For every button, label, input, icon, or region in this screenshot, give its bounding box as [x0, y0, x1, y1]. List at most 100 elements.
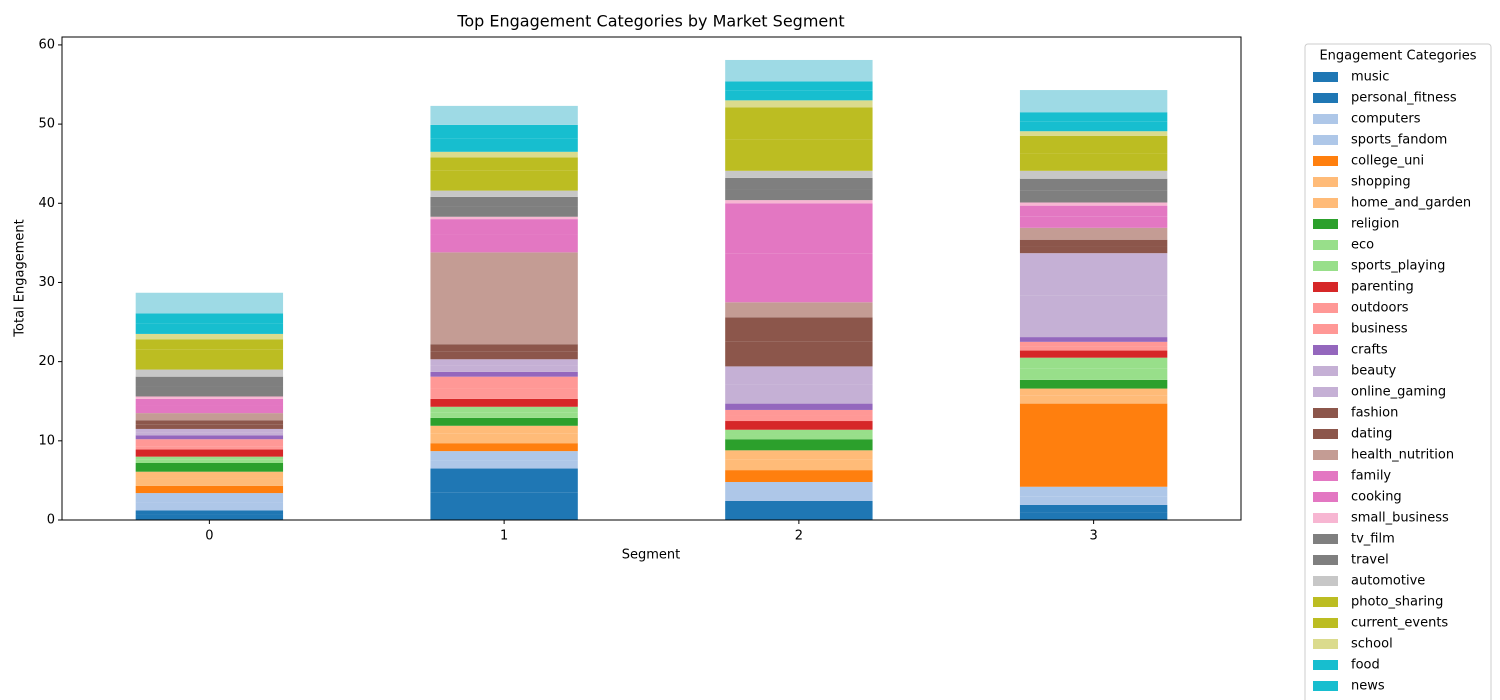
legend-swatch: [1313, 156, 1338, 166]
legend-swatch: [1313, 261, 1338, 271]
legend-label: news: [1351, 679, 1385, 694]
bar-segment: [1019, 131, 1168, 136]
bar-segment: [430, 371, 578, 377]
bar-segment: [1019, 295, 1168, 338]
bar-segment: [135, 413, 284, 421]
bar-segment: [725, 450, 873, 460]
bar-segment: [430, 492, 578, 520]
legend-label: automotive: [1351, 574, 1425, 589]
legend-label: outdoors: [1351, 301, 1409, 316]
bar-segment: [1019, 202, 1168, 206]
bar-segment: [135, 376, 284, 387]
bar-segment: [1019, 341, 1168, 347]
bar-segment: [135, 323, 284, 334]
legend-swatch: [1313, 597, 1338, 607]
legend-title: Engagement Categories: [1319, 49, 1476, 64]
legend-label: school: [1351, 637, 1393, 652]
bar-segment: [725, 429, 873, 435]
legend-swatch: [1313, 135, 1338, 145]
bar-segment: [1019, 227, 1168, 240]
bar-segment: [135, 439, 284, 447]
bar-segment: [135, 446, 284, 450]
bar-segment: [1019, 346, 1168, 351]
bar-segment: [1019, 368, 1168, 380]
legend-swatch: [1313, 618, 1338, 628]
bar-segment: [430, 344, 578, 352]
legend-label: family: [1351, 469, 1391, 484]
bar-segment: [430, 219, 578, 235]
bar-segment: [1019, 350, 1168, 358]
bar-segment: [725, 90, 873, 101]
bar-segment: [430, 468, 578, 493]
bar-segment: [1019, 512, 1168, 520]
bar-segment: [430, 190, 578, 197]
bar-segment: [430, 234, 578, 253]
bar-segment: [725, 415, 873, 422]
bar-segment: [135, 333, 284, 340]
bar-segment: [1019, 205, 1168, 217]
bar-segment: [725, 439, 873, 451]
bar-segment: [1019, 239, 1168, 247]
bar-segment: [725, 81, 873, 91]
bar-segment: [430, 359, 578, 366]
bar-segment: [135, 339, 284, 350]
bar-segment: [725, 510, 873, 520]
legend-label: tv_film: [1351, 532, 1395, 547]
y-tick-label: 10: [38, 433, 55, 448]
x-axis-label: Segment: [622, 548, 681, 563]
bar-segment: [430, 138, 578, 152]
bar-segment: [1019, 379, 1168, 389]
bar-segment: [430, 460, 578, 469]
bar-segment: [725, 107, 873, 140]
bar-segment: [135, 478, 284, 486]
bar-segment: [1019, 170, 1168, 179]
x-tick-label: 2: [795, 529, 803, 544]
legend-label: sports_playing: [1351, 259, 1445, 274]
bar-segment: [430, 124, 578, 139]
bar-segment: [430, 406, 578, 413]
legend-swatch: [1313, 660, 1338, 670]
bar-segment: [430, 196, 578, 207]
bar-segment: [1019, 496, 1168, 505]
y-tick-label: 0: [47, 513, 55, 528]
bar-segment: [1019, 121, 1168, 132]
bar-segment: [1019, 357, 1168, 369]
legend-swatch: [1313, 681, 1338, 691]
bar-segment: [135, 420, 284, 425]
legend-swatch: [1313, 366, 1338, 376]
bar-segment: [430, 417, 578, 426]
legend-label: current_events: [1351, 616, 1448, 631]
legend-swatch: [1313, 408, 1338, 418]
legend-label: shopping: [1351, 175, 1411, 190]
bar-segment: [135, 502, 284, 511]
bar-segment: [725, 421, 873, 430]
bar-segment: [135, 514, 284, 520]
legend-swatch: [1313, 198, 1338, 208]
bar-segment: [725, 302, 873, 318]
chart-title: Top Engagement Categories by Market Segm…: [456, 12, 844, 31]
bar-segment: [430, 351, 578, 360]
bar-segment: [1019, 486, 1168, 497]
bar-segment: [1019, 395, 1168, 404]
bar-segment: [430, 365, 578, 372]
legend-swatch: [1313, 282, 1338, 292]
bar-segment: [1019, 153, 1168, 171]
bar-segment: [725, 253, 873, 303]
legend-swatch: [1313, 450, 1338, 460]
bar-segment: [430, 425, 578, 434]
bar-segment: [725, 409, 873, 416]
bar-segment: [430, 412, 578, 418]
bar-segment: [135, 459, 284, 463]
bar-segment: [430, 151, 578, 158]
legend-swatch: [1313, 240, 1338, 250]
bar-segment: [430, 433, 578, 444]
bar-segment: [135, 398, 284, 406]
bar-segment: [135, 449, 284, 457]
bar-segment: [725, 139, 873, 171]
legend-swatch: [1313, 534, 1338, 544]
y-tick-label: 50: [38, 117, 55, 132]
legend-label: food: [1351, 658, 1380, 673]
bar-segment: [430, 398, 578, 407]
legend-swatch: [1313, 492, 1338, 502]
legend-label: parenting: [1351, 280, 1414, 295]
